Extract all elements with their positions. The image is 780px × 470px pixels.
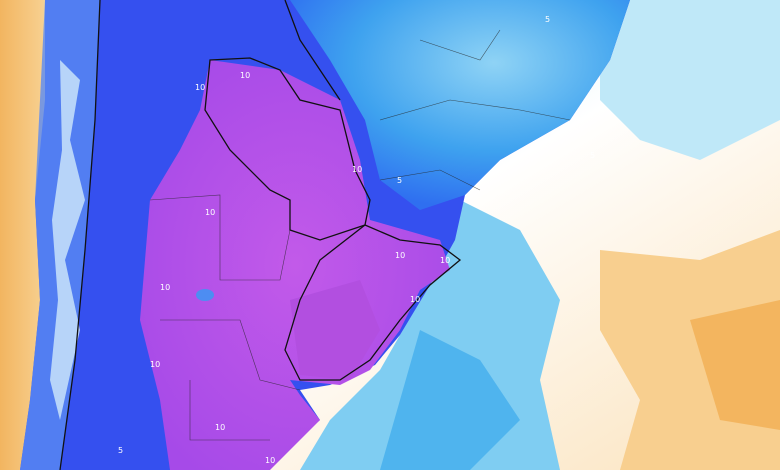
contour-labels: 10 10 10 10 10 10 10 10 10 10 10 5 5 5 5 [118,15,595,465]
chile-border [59,0,101,470]
uruguay-border [284,224,462,381]
contour-label: 5 [118,446,123,455]
lake [196,289,214,301]
contour-label: 5 [397,176,402,185]
cold-anomaly-core [140,60,450,470]
contour-label: 5 [590,151,595,160]
contour-label: 10 [240,71,250,80]
contour-label: 10 [160,283,170,292]
contour-label: 10 [150,360,160,369]
coastal-cold-core [380,330,520,470]
ocean-warm-core [690,300,780,430]
contour-label: 10 [265,456,275,465]
contour-label: 10 [215,423,225,432]
ocean-blue-patch [600,0,780,160]
contour-label: 10 [352,165,362,174]
uruguay-core [290,280,380,380]
contour-label: 10 [195,83,205,92]
contour-label: 10 [440,256,450,265]
andes-snow [50,60,85,420]
brazil-region [290,0,630,210]
contour-label: 10 [395,251,405,260]
borders [59,0,462,470]
contour-label: 5 [545,15,550,24]
bolivia-border [284,0,341,101]
contour-label: 10 [205,208,215,217]
contour-label: 10 [410,295,420,304]
province-lines [149,29,571,441]
